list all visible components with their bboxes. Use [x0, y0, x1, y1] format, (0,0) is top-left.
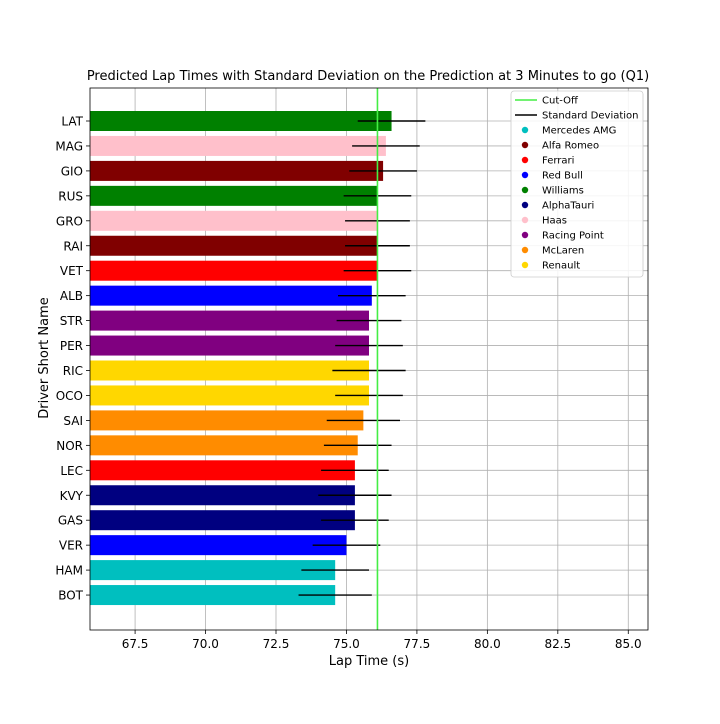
bar-sai	[90, 410, 364, 431]
bar-gio	[90, 160, 384, 181]
x-tick-label: 85.0	[615, 637, 642, 651]
y-tick-label: LEC	[60, 464, 83, 478]
y-tick-label: PER	[60, 339, 83, 353]
bar-mag	[90, 135, 386, 156]
legend-label: Ferrari	[542, 156, 574, 167]
y-tick-label: HAM	[55, 564, 83, 578]
y-tick-label: NOR	[56, 439, 83, 453]
bar-gro	[90, 210, 378, 231]
legend-label: Haas	[542, 216, 567, 227]
y-tick-label: RIC	[63, 364, 83, 378]
x-tick-label: 67.5	[122, 637, 149, 651]
legend-label: Renault	[542, 261, 580, 272]
legend-dot-swatch	[521, 216, 529, 224]
legend-dot-swatch	[521, 231, 529, 239]
legend-label: Racing Point	[542, 231, 604, 242]
y-tick-label: VER	[59, 539, 83, 553]
bars-layer	[90, 111, 392, 606]
y-tick-label: VET	[60, 264, 84, 278]
legend-dot-swatch	[521, 261, 529, 269]
bar-ric	[90, 360, 369, 381]
bar-per	[90, 335, 369, 356]
y-tick-label: RAI	[63, 239, 83, 253]
bar-rus	[90, 185, 378, 206]
x-tick-label: 72.5	[263, 637, 290, 651]
bar-oco	[90, 385, 369, 406]
y-tick-label: GRO	[56, 214, 83, 228]
bar-bot	[90, 585, 336, 606]
x-tick-label: 75.0	[333, 637, 360, 651]
legend-label: Williams	[542, 186, 584, 197]
legend-label: Red Bull	[542, 171, 583, 182]
bar-str	[90, 310, 369, 331]
legend-label: Standard Deviation	[542, 111, 639, 122]
bar-ver	[90, 535, 347, 556]
y-tick-label: RUS	[58, 189, 83, 203]
legend-label: Cut-Off	[542, 96, 579, 107]
legend-dot-swatch	[521, 186, 529, 194]
axes-layer: 67.5 70.0 72.5 75.0 77.5 80.0 82.5 85.0 LAT MAG GI…	[55, 87, 649, 651]
chart-title: Predicted Lap Times with Standard Deviat…	[87, 69, 649, 84]
x-tick-label: 77.5	[404, 637, 431, 651]
y-tick-label: MAG	[55, 139, 83, 153]
legend-label: AlphaTauri	[542, 201, 594, 212]
legend-label: Alfa Romeo	[542, 141, 599, 152]
y-tick-label: GAS	[58, 514, 83, 528]
y-tick-label: BOT	[58, 589, 83, 603]
y-tick-label: ALB	[60, 289, 83, 303]
y-tick-label: SAI	[63, 414, 83, 428]
y-tick-label: OCO	[56, 389, 83, 403]
bar-ham	[90, 560, 336, 581]
y-tick-label: STR	[60, 314, 83, 328]
x-axis-label: Lap Time (s)	[329, 654, 409, 669]
x-tick-label: 70.0	[192, 637, 219, 651]
legend-dot-swatch	[521, 156, 529, 164]
bar-gas	[90, 510, 355, 531]
legend: Cut-Off Standard Deviation Mercedes AMG Alf…	[510, 90, 644, 278]
legend-label: McLaren	[542, 246, 584, 257]
y-tick-label: GIO	[61, 164, 83, 178]
x-tick-label: 80.0	[474, 637, 501, 651]
bar-lat	[90, 111, 392, 131]
bar-alb	[90, 285, 372, 306]
legend-dot-swatch	[521, 201, 529, 209]
bar-kvy	[90, 485, 355, 506]
y-tick-label: LAT	[61, 115, 83, 129]
legend-label: Mercedes AMG	[542, 126, 616, 137]
legend-dot-swatch	[521, 171, 529, 179]
legend-dot-swatch	[521, 141, 529, 149]
legend-box	[510, 90, 644, 278]
bar-lec	[90, 460, 355, 481]
bar-rai	[90, 235, 378, 256]
bar-vet	[90, 260, 378, 281]
legend-dot-swatch	[521, 126, 529, 134]
y-axis-label: Driver Short Name	[37, 297, 52, 419]
legend-dot-swatch	[521, 246, 529, 254]
y-tick-label: KVY	[60, 489, 84, 503]
x-tick-label: 82.5	[544, 637, 571, 651]
plot-frame	[89, 87, 649, 631]
bar-nor	[90, 435, 358, 456]
